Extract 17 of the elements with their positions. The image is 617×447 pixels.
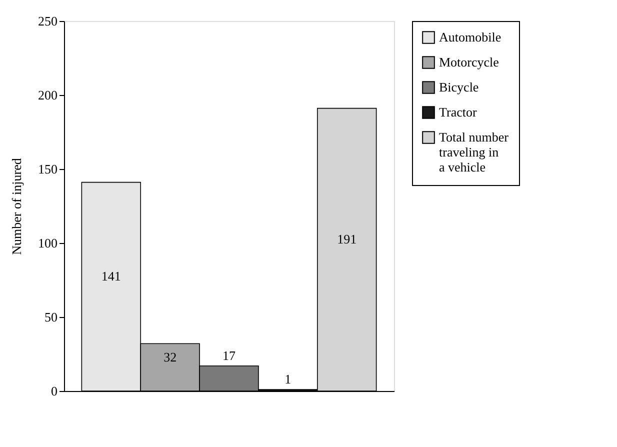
legend-label: Automobile — [439, 30, 502, 44]
y-tick-label: 100 — [38, 236, 58, 250]
data-label: 191 — [337, 232, 357, 247]
y-tick-label: 200 — [38, 88, 58, 102]
data-label: 17 — [222, 348, 236, 363]
legend-label: Tractor — [439, 104, 478, 120]
y-tick-label: 250 — [38, 14, 58, 28]
y-tick-label: 150 — [38, 162, 58, 176]
legend-label: Bicycle — [439, 80, 479, 94]
y-axis-title: Number of injured — [9, 158, 24, 255]
legend-label: Total number traveling in a vehicle — [439, 130, 510, 174]
data-label: 32 — [164, 349, 177, 364]
y-tick-label: 50 — [44, 310, 58, 324]
legend-label: Motorcycle — [439, 54, 500, 70]
data-label: 141 — [101, 268, 121, 284]
data-label: 1 — [284, 372, 292, 387]
y-tick-label: 0 — [51, 384, 58, 398]
